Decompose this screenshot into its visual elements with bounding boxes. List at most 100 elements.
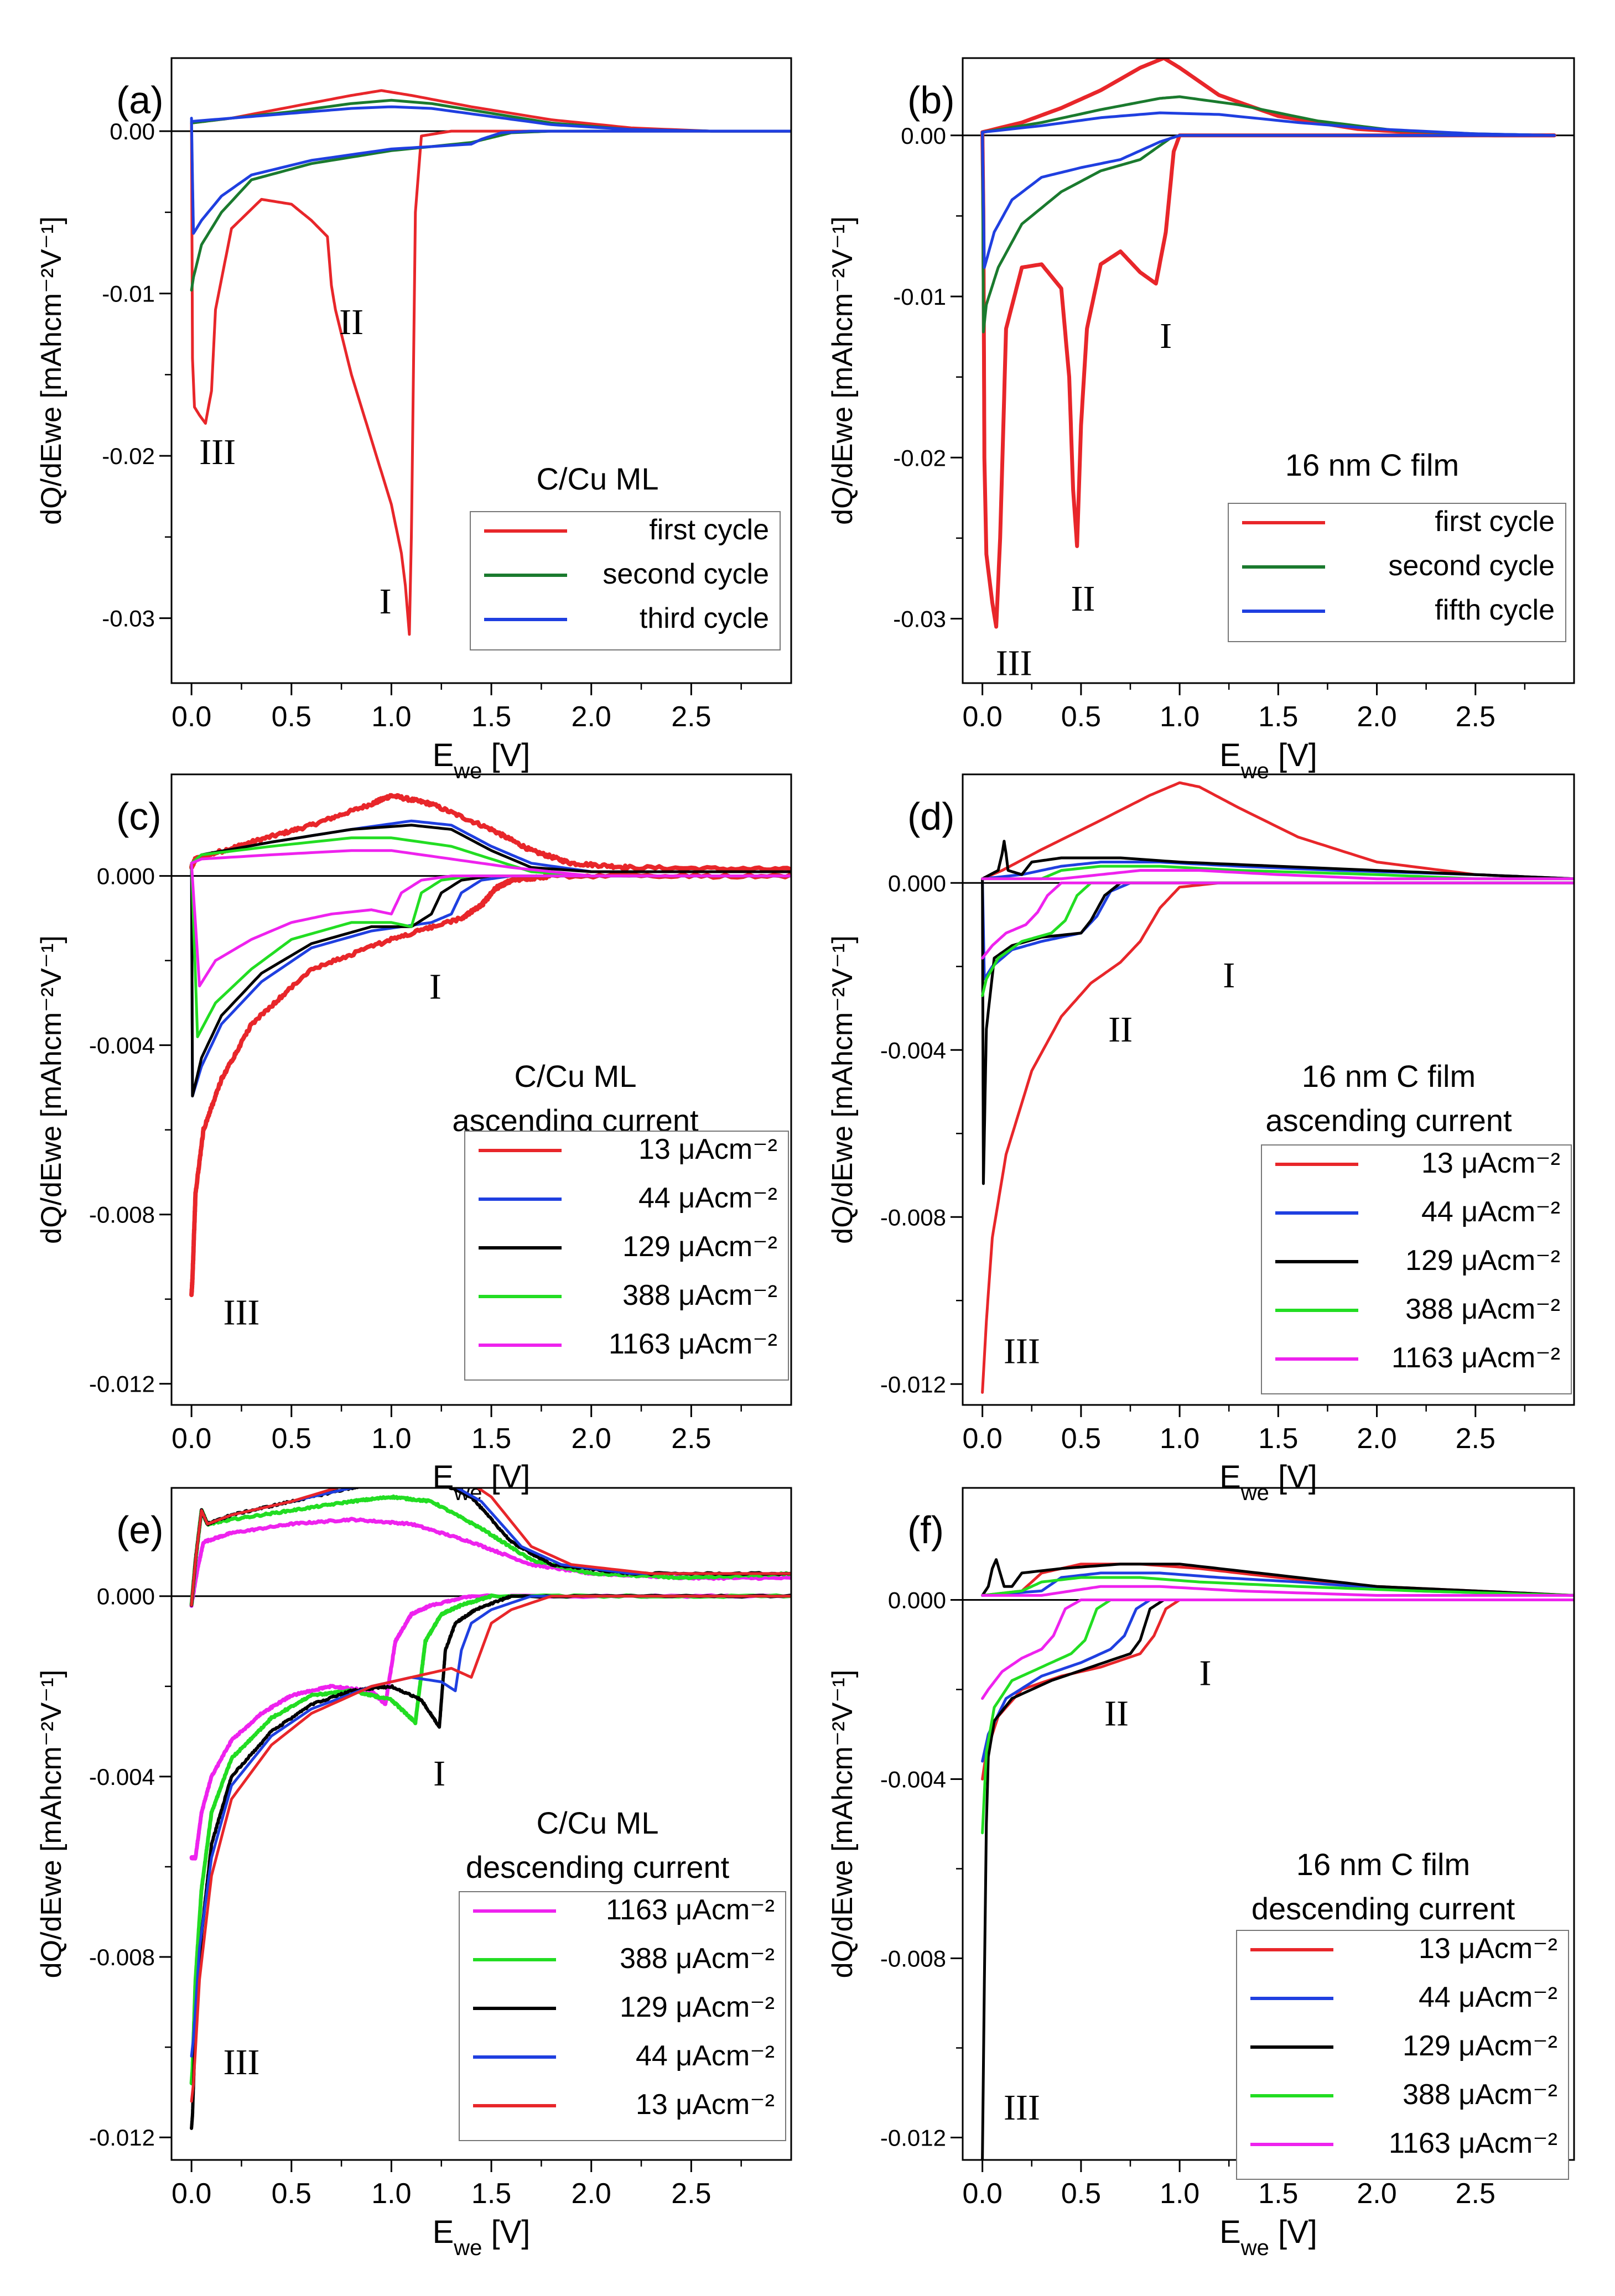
panel-label: (e) — [116, 1508, 164, 1552]
legend-box — [464, 1131, 789, 1381]
x-tick-label: 1.5 — [1258, 701, 1298, 733]
series-line-3-charge — [981, 1558, 1574, 1597]
x-tick-label: 2.0 — [572, 1423, 611, 1455]
annotation-III: III — [1004, 2087, 1040, 2128]
series-line-2-discharge — [981, 1599, 1574, 1763]
x-tick-label: 0.0 — [962, 701, 1002, 733]
y-tick-label: -0.012 — [89, 2125, 155, 2151]
legend-label: first cycle — [1435, 506, 1555, 538]
series-line-1-charge — [981, 781, 1574, 881]
x-tick-label: 0.5 — [272, 701, 311, 733]
legend-label: second cycle — [603, 558, 769, 590]
annotation-I: I — [429, 967, 442, 1007]
y-tick-label: 0.000 — [888, 870, 946, 896]
y-tick-label: -0.004 — [89, 1033, 155, 1059]
series-line-3-charge — [190, 824, 791, 873]
series-line-2-discharge — [190, 862, 791, 1097]
x-tick-label: 1.5 — [1258, 1423, 1298, 1455]
series-group — [981, 1558, 1574, 2160]
annotation-III: III — [996, 643, 1032, 683]
panel-d: 0.0 0.5 1.0 1.5 2.0 2.5 0.000 -0.004 -0.008 -0.01… — [827, 773, 1575, 1505]
y-tick-label: -0.012 — [89, 1371, 155, 1397]
series-line-3-charge — [981, 840, 1574, 881]
y-tick-label: -0.03 — [893, 606, 946, 632]
x-tick-label: 1.0 — [371, 701, 411, 733]
x-tick-label: 0.0 — [172, 701, 211, 733]
x-tick-label: 1.5 — [471, 701, 511, 733]
y-tick-label: -0.01 — [102, 281, 155, 307]
y-axis-label: dQ/dEwe [mAhcm⁻²V⁻¹] — [35, 216, 67, 525]
x-tick-label: 2.0 — [1357, 701, 1396, 733]
x-tick-label: 2.0 — [572, 2178, 611, 2210]
annotation-I: I — [1199, 1653, 1211, 1693]
series-line-5-discharge — [981, 881, 1574, 960]
legend-label: 388 μAcm⁻² — [620, 1943, 775, 1975]
series-line-4-charge — [981, 1576, 1574, 1597]
panel-e: 0.0 0.5 1.0 1.5 2.0 2.5 0.000 -0.004 -0.008 -0.01… — [35, 1487, 792, 2260]
x-axis-label: Ewe [V] — [1219, 2214, 1317, 2260]
y-tick-label: -0.01 — [893, 284, 946, 310]
panel-label: (d) — [907, 795, 955, 838]
x-tick-label: 2.0 — [1357, 2178, 1396, 2210]
legend-label: third cycle — [640, 602, 769, 634]
legend-title: C/Cu ML — [515, 1059, 637, 1094]
y-tick-label: -0.03 — [102, 606, 155, 632]
legend-label: 129 μAcm⁻² — [622, 1231, 777, 1263]
series-line-5-discharge — [190, 862, 791, 988]
x-tick-label: 2.5 — [1456, 701, 1495, 733]
y-tick-label: -0.02 — [102, 443, 155, 469]
panel-label: (f) — [907, 1508, 944, 1552]
legend-title: C/Cu ML — [537, 1805, 659, 1840]
x-axis-label: Ewe [V] — [1219, 737, 1317, 783]
series-line-2-charge — [981, 1571, 1574, 1597]
series-line-5-charge — [981, 869, 1574, 881]
series-line-2-discharge — [189, 1593, 791, 2085]
series-line-5-discharge — [981, 1599, 1574, 1700]
legend-label: first cycle — [649, 514, 769, 546]
annotation-I: I — [433, 1753, 445, 1794]
series-line-4-discharge — [190, 862, 791, 1038]
annotation-II: II — [1108, 1009, 1133, 1050]
series-line-3-charge — [981, 111, 1556, 137]
annotation-I: I — [1160, 316, 1172, 356]
series-line-1-discharge — [189, 1593, 791, 1861]
series-line-1-charge — [190, 89, 791, 133]
y-tick-label: 0.000 — [888, 1587, 946, 1613]
y-tick-label: -0.004 — [880, 1037, 946, 1063]
annotation-III: III — [199, 432, 236, 472]
x-tick-label: 1.0 — [371, 2178, 411, 2210]
legend-label: 1163 μAcm⁻² — [609, 1328, 777, 1360]
panel-a: 0.0 0.5 1.0 1.5 2.0 2.5 0.00 -0.01 -0.02 -0.03 Ewe… — [35, 57, 792, 783]
series-line-2-charge — [981, 95, 1556, 137]
legend-label: 44 μAcm⁻² — [1419, 1981, 1557, 2013]
x-tick-label: 0.0 — [172, 1423, 211, 1455]
legend-label: 13 μAcm⁻² — [636, 2089, 775, 2121]
y-axis-label: dQ/dEwe [mAhcm⁻²V⁻¹] — [35, 935, 67, 1244]
panel-label: (a) — [116, 79, 164, 122]
legend-title: descending current — [1252, 1891, 1515, 1926]
y-tick-label: 0.00 — [110, 118, 155, 144]
legend-label: 388 μAcm⁻² — [1403, 2079, 1557, 2111]
series-line-3-discharge — [981, 131, 1556, 269]
series-line-5-discharge — [190, 1595, 791, 2103]
legend-box — [459, 1891, 786, 2141]
y-axis-label: dQ/dEwe [mAhcm⁻²V⁻¹] — [827, 935, 859, 1244]
x-tick-label: 2.0 — [572, 701, 611, 733]
annotation-II: II — [1104, 1693, 1129, 1733]
panel-label: (c) — [116, 795, 162, 838]
series-line-1-charge — [980, 58, 1556, 138]
legend-label: 388 μAcm⁻² — [1405, 1293, 1560, 1325]
series-line-1-discharge — [190, 121, 791, 636]
legend-box — [470, 511, 781, 650]
panel-label: (b) — [907, 79, 955, 122]
annotation-II: II — [1071, 579, 1095, 619]
legend-box — [1261, 1144, 1572, 1394]
legend-label: 13 μAcm⁻² — [1421, 1147, 1560, 1179]
legend-title: 16 nm C film — [1302, 1059, 1476, 1094]
legend-label: 44 μAcm⁻² — [636, 2040, 775, 2072]
x-tick-label: 1.5 — [471, 2178, 511, 2210]
legend-box — [1228, 503, 1566, 642]
series-group — [189, 1488, 791, 2130]
series-line-3-discharge — [190, 862, 791, 1097]
